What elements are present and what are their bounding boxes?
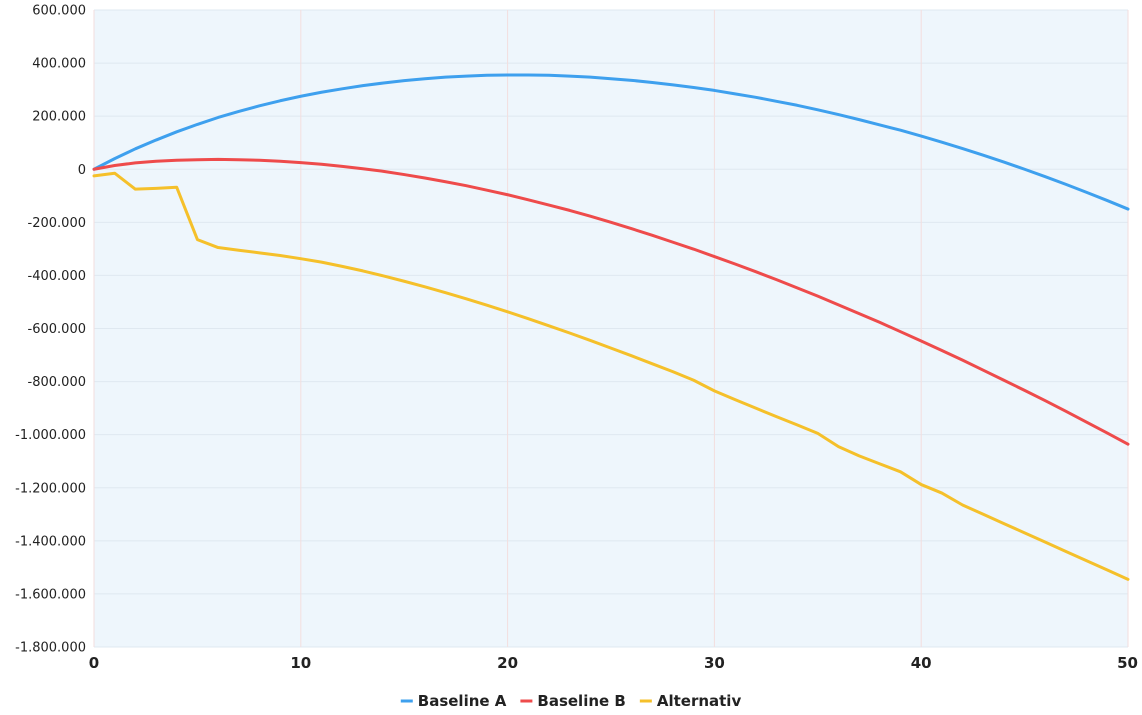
y-tick-label: 600.000 <box>32 4 86 19</box>
y-tick-label: -1.200.000 <box>15 481 86 496</box>
x-tick-label: 20 <box>497 654 518 672</box>
legend[interactable]: Baseline A Baseline B Alternativ <box>400 692 742 710</box>
y-tick-label: 400.000 <box>32 57 86 72</box>
series-line-baseline-b <box>92 157 1130 446</box>
legend-item-baseline-a[interactable]: Baseline A <box>400 692 507 710</box>
y-tick-label: -400.000 <box>28 269 86 284</box>
y-tick-label: -1.000.000 <box>15 428 86 443</box>
x-tick-label: 30 <box>704 654 725 672</box>
legend-label: Baseline A <box>418 692 507 710</box>
legend-item-baseline-b[interactable]: Baseline B <box>520 692 626 710</box>
y-tick-label: 200.000 <box>32 110 86 125</box>
legend-label: Alternativ <box>657 692 742 710</box>
series-line-baseline-a <box>92 73 1130 211</box>
x-axis-ticks: 0 10 20 30 40 50 <box>89 654 1138 672</box>
y-tick-label: -200.000 <box>28 216 86 231</box>
y-tick-label: -1.400.000 <box>15 534 86 549</box>
y-tick-label: -600.000 <box>28 322 86 337</box>
x-tick-label: 40 <box>911 654 932 672</box>
y-tick-label: -1.600.000 <box>15 587 86 602</box>
y-tick-label: -800.000 <box>28 375 86 390</box>
x-tick-label: 0 <box>89 654 99 672</box>
legend-item-alternativ[interactable]: Alternativ <box>639 692 742 710</box>
y-axis-ticks: 600.000 400.000 200.000 0 -200.000 -400.000 -6… <box>15 4 86 656</box>
series-line-alternativ <box>92 171 1130 581</box>
x-tick-label: 10 <box>290 654 311 672</box>
legend-label: Baseline B <box>537 692 625 710</box>
grid-lines <box>93 9 1129 648</box>
y-tick-label: -1.800.000 <box>15 641 86 656</box>
series-lines <box>92 73 1130 581</box>
y-tick-label: 0 <box>78 163 86 178</box>
x-tick-label: 50 <box>1117 654 1138 672</box>
